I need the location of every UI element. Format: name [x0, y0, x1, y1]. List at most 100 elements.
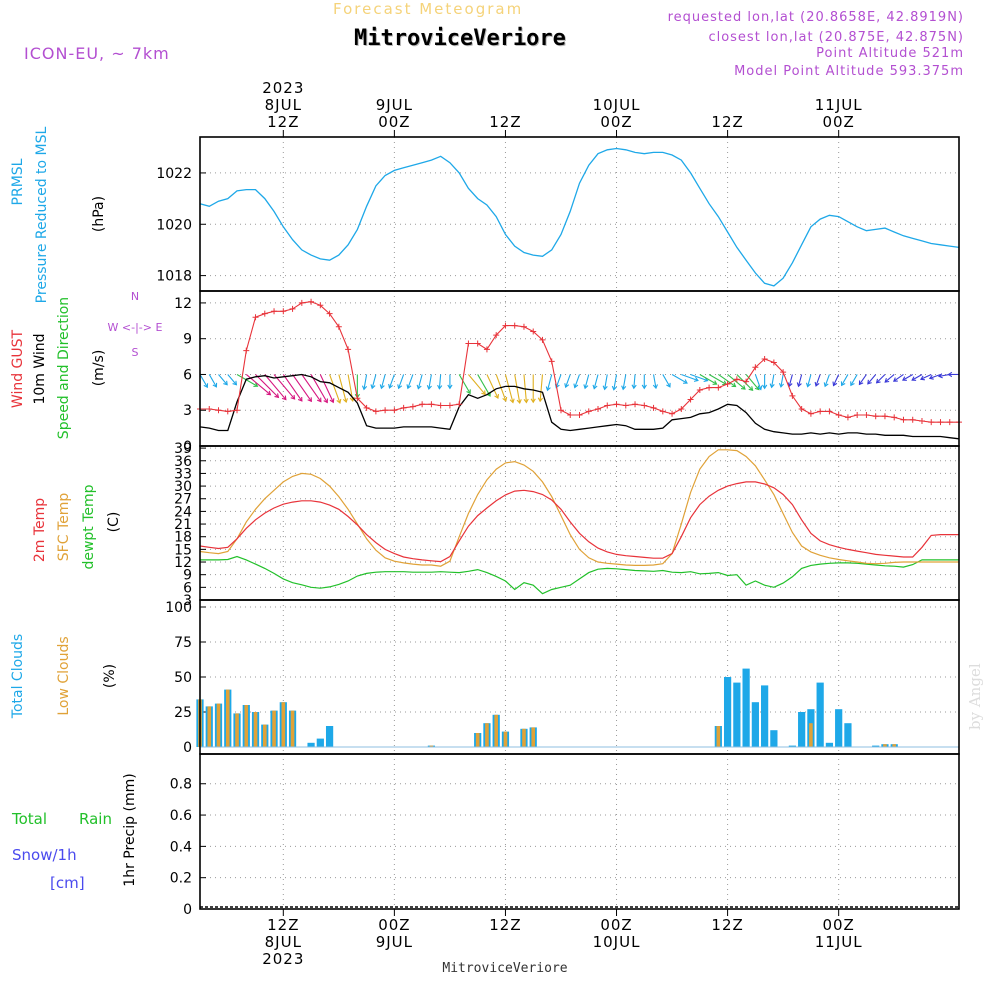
pressure-subtitle: Pressure Reduced to MSL [34, 126, 50, 303]
wind-arrowhead [901, 376, 907, 381]
wind-arrowhead [336, 398, 342, 404]
wind-arrowhead [875, 378, 881, 384]
wind-arrowhead [516, 399, 522, 405]
gust-marker [474, 340, 481, 347]
low-cloud-bar [494, 714, 499, 747]
wind-arrowhead [290, 394, 296, 400]
wind-arrow [929, 373, 941, 379]
wind-arrowhead [920, 375, 925, 381]
wind-arrow [565, 374, 571, 388]
compass-north: N [131, 290, 139, 303]
total-cloud-bar [835, 709, 843, 747]
gust-marker [696, 386, 703, 393]
gust-label: Wind GUST [10, 329, 26, 408]
y-tick-label: 39 [174, 441, 192, 457]
gust-marker [224, 408, 231, 415]
wind-arrowhead [840, 381, 846, 387]
wind-arrow [428, 374, 432, 390]
top-axis-label: 12Z [711, 113, 743, 131]
temp-2m-line [199, 481, 959, 563]
wind-arrowhead [796, 382, 802, 388]
gust-marker [298, 299, 305, 306]
wind-arrowhead [437, 384, 443, 390]
panel-frame-precip [199, 753, 960, 910]
total-cloud-bar [844, 723, 852, 747]
gust-marker [632, 401, 639, 408]
wind-arrowhead [892, 377, 898, 382]
wind-arrowhead [509, 398, 515, 404]
low-cloud-bar [809, 723, 813, 747]
gust-marker [826, 408, 833, 415]
gust-marker [335, 323, 342, 330]
wind-arrow [920, 373, 932, 380]
dewpoint-label: dewpt Temp [81, 484, 97, 569]
gust-marker [613, 401, 620, 408]
low-clouds-label: Low Clouds [56, 636, 72, 715]
rain-label: Rain [79, 810, 112, 828]
low-cloud-bar [272, 710, 276, 747]
wind-arrow [417, 374, 423, 389]
point-altitude: Point Altitude 521m [816, 46, 964, 61]
low-cloud-bar [216, 703, 221, 747]
wind-arrowhead [937, 373, 943, 379]
bottom-axis-label: 9JUL [376, 933, 413, 951]
wind-arrowhead [762, 384, 768, 390]
wind-arrowhead [447, 384, 453, 390]
wind-arrow [363, 374, 368, 390]
low-cloud-bar [522, 728, 526, 747]
y-tick-label: 33 [174, 466, 192, 482]
wind-arrow [911, 373, 923, 381]
wind-arrow [208, 374, 217, 388]
wind-arrow [884, 374, 895, 383]
wind-arrow [718, 374, 736, 387]
gust-marker [437, 402, 444, 409]
wind-arrowhead [641, 384, 647, 390]
wind-arrow [514, 374, 521, 404]
wind-arrow [555, 374, 562, 388]
gust-marker [650, 404, 657, 411]
top-axis-label: 00Z [600, 113, 632, 131]
wind-arrowhead [666, 382, 671, 388]
bottom-axis-label: 10JUL [593, 933, 641, 951]
total-cloud-bar [761, 685, 769, 747]
bottom-axis-label: 12Z [267, 916, 299, 934]
wind-arrowhead [769, 383, 775, 389]
compass-south: S [132, 346, 139, 359]
wind-arrow [388, 374, 395, 389]
y-tick-label: 0 [183, 439, 192, 455]
wind-arrow [797, 374, 803, 387]
y-tick-label: 1022 [156, 166, 192, 182]
gust-marker [493, 332, 500, 339]
wind-arrowhead [416, 384, 422, 390]
gust-marker [844, 414, 851, 421]
gust-marker [659, 408, 666, 415]
gust-marker [363, 404, 370, 411]
wind-arrowhead [203, 383, 209, 389]
y-tick-label: 6 [183, 580, 192, 596]
y-tick-label: 18 [174, 530, 192, 546]
wind-arrowhead [212, 382, 218, 388]
wind-arrow [727, 374, 746, 390]
wind-arrowhead [928, 374, 934, 380]
top-axis-label: 9JUL [376, 96, 413, 114]
y-tick-label: 36 [174, 454, 192, 470]
total-cloud-bar [872, 745, 880, 747]
dewpoint-line [200, 555, 959, 595]
low-cloud-bar [235, 713, 239, 747]
wind-arrow [310, 374, 328, 403]
total-cloud-bar [325, 726, 334, 747]
wind-arrow [292, 374, 312, 402]
gust-marker [669, 410, 676, 417]
wind-arrow [407, 374, 414, 389]
top-axis-label: 12Z [267, 113, 299, 131]
gust-marker [456, 401, 463, 408]
panel-frame-pressure [199, 136, 960, 292]
pressure-unit: (hPa) [91, 196, 107, 232]
gust-marker [798, 406, 805, 413]
y-tick-label: 12 [174, 555, 192, 571]
gust-marker [465, 340, 472, 347]
y-tick-label: 12 [174, 296, 192, 312]
low-cloud-bar [503, 731, 508, 747]
wind-arrowhead [911, 376, 917, 381]
wind-arrowhead [693, 376, 699, 382]
